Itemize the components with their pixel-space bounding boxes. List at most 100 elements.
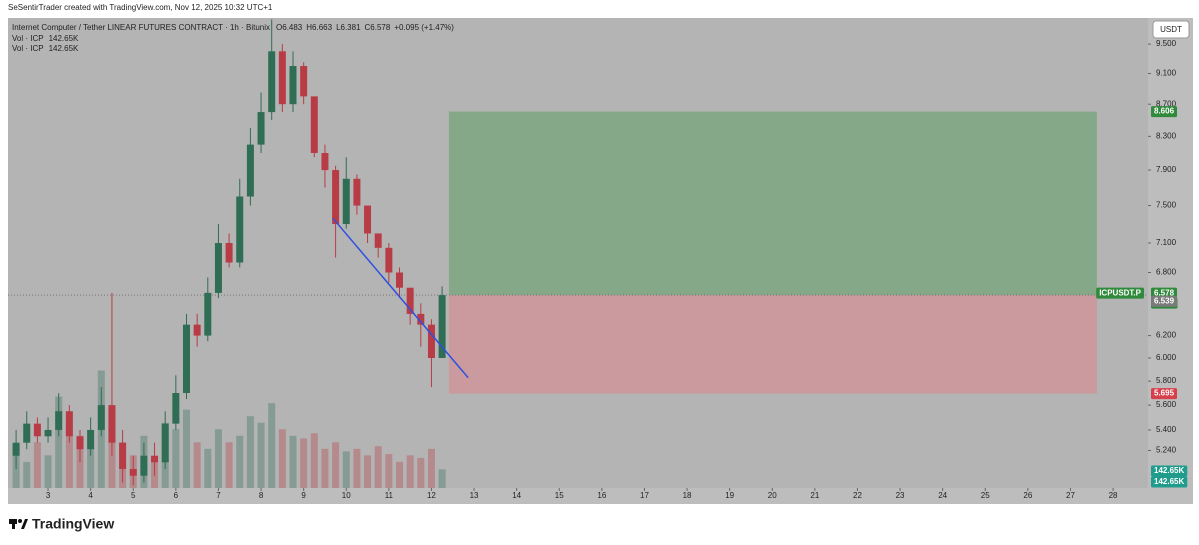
prev-price-label-box <box>1151 295 1178 307</box>
symbol-box <box>1096 287 1144 299</box>
candle-body <box>44 429 52 437</box>
stop-label: 5.695 <box>1154 389 1175 398</box>
volume-bar <box>193 442 201 488</box>
logo-text: TradingView <box>32 516 114 532</box>
indicator-value: 142.65K <box>49 34 79 43</box>
candle-body <box>65 411 73 437</box>
x-tick-label: 15 <box>555 491 564 500</box>
candle-body <box>364 205 372 234</box>
volume-bar <box>204 448 212 488</box>
candle-body <box>321 152 329 171</box>
volume-bar <box>438 469 446 488</box>
volume-bar <box>385 454 393 488</box>
x-tick-label: 11 <box>385 491 394 500</box>
x-tick-label: 28 <box>1109 491 1118 500</box>
candle-body <box>374 233 382 248</box>
logo: TradingView <box>9 516 114 532</box>
candle-body <box>300 66 308 97</box>
candle-body <box>236 196 244 263</box>
prev-price-label: 6.539 <box>1154 296 1175 305</box>
candle-body <box>342 178 350 225</box>
loss-zone <box>448 295 1097 394</box>
indicator-value: 142.65K <box>49 44 79 53</box>
volume-bar <box>44 455 52 488</box>
indicator-name: Vol · ICP <box>12 34 44 43</box>
y-tick-label: 6.200 <box>1156 331 1177 340</box>
candle-body <box>332 170 340 225</box>
volume-bar <box>87 448 95 488</box>
volume-bar <box>374 446 382 488</box>
volume-bar <box>300 438 308 488</box>
candle-body <box>257 112 265 145</box>
volume-bar <box>268 403 276 488</box>
y-tick-label: 5.800 <box>1156 376 1177 385</box>
x-tick-label: 10 <box>342 491 351 500</box>
candle-body <box>310 96 318 153</box>
volume-bar <box>364 455 372 488</box>
candle-body <box>406 287 414 314</box>
x-tick-label: 13 <box>470 491 479 500</box>
trendline <box>332 217 469 379</box>
candle-body <box>140 455 148 476</box>
volume-bar <box>406 455 414 488</box>
x-tick-label: 24 <box>938 491 947 500</box>
currency: USDT <box>1160 25 1182 34</box>
stop-label-box <box>1151 388 1178 400</box>
volume-bar <box>310 433 318 488</box>
indicator-name: Vol · ICP <box>12 44 44 53</box>
price-axis <box>1148 18 1193 488</box>
ohlc-value: L6.381 <box>336 23 361 32</box>
chart-title: Internet Computer / Tether LINEAR FUTURE… <box>12 23 270 32</box>
y-tick-label: 8.300 <box>1156 131 1177 140</box>
y-tick-label: 8.700 <box>1156 99 1177 108</box>
x-tick-label: 8 <box>259 491 264 500</box>
ohlc-value: H6.663 <box>306 23 332 32</box>
volume-bar <box>182 409 190 488</box>
y-tick-label: 9.500 <box>1156 39 1177 48</box>
x-tick-label: 22 <box>853 491 862 500</box>
volume-bar <box>417 457 425 488</box>
candle-body <box>119 442 127 469</box>
logo-mark <box>12 519 15 529</box>
x-tick-label: 14 <box>512 491 521 500</box>
x-tick-label: 27 <box>1066 491 1075 500</box>
volume-bar <box>353 448 361 488</box>
candle-body <box>55 411 63 430</box>
candle-body <box>97 405 105 430</box>
x-tick-label: 4 <box>88 491 93 500</box>
volume-bar <box>225 442 233 488</box>
candle-body <box>12 442 20 456</box>
x-tick-label: 21 <box>810 491 819 500</box>
x-tick-label: 18 <box>683 491 692 500</box>
profit-zone <box>448 111 1097 296</box>
x-tick-label: 25 <box>981 491 990 500</box>
volume-bar <box>289 435 297 488</box>
last-price-label: 6.578 <box>1154 288 1175 297</box>
candle-body <box>193 324 201 336</box>
candle-body <box>438 295 446 358</box>
volume-bar <box>172 429 180 488</box>
volume-bar <box>396 461 404 488</box>
candle-body <box>76 436 84 450</box>
ohlc-value: C6.578 <box>365 23 391 32</box>
candle-body <box>172 393 180 424</box>
volume-bar <box>427 448 435 488</box>
y-tick-label: 7.100 <box>1156 238 1177 247</box>
candle-body <box>87 429 95 450</box>
candle-body <box>268 51 276 113</box>
volume-bar <box>321 448 329 488</box>
prev-price-label-group: 6.539 <box>1151 295 1178 307</box>
y-tick-label: 6.800 <box>1156 268 1177 277</box>
volume-bar <box>23 461 31 488</box>
volume-bar <box>33 442 41 488</box>
y-tick-label: 7.500 <box>1156 201 1177 210</box>
volume-bar <box>246 416 254 488</box>
y-tick-label: 6.000 <box>1156 353 1177 362</box>
currency-box[interactable] <box>1152 20 1190 39</box>
volume-label-box <box>1151 465 1188 477</box>
candle-body <box>182 324 190 394</box>
candle-body <box>353 178 361 206</box>
volume-bar <box>342 451 350 488</box>
x-tick-label: 6 <box>174 491 179 500</box>
ohlc-value: O6.483 <box>276 23 303 32</box>
